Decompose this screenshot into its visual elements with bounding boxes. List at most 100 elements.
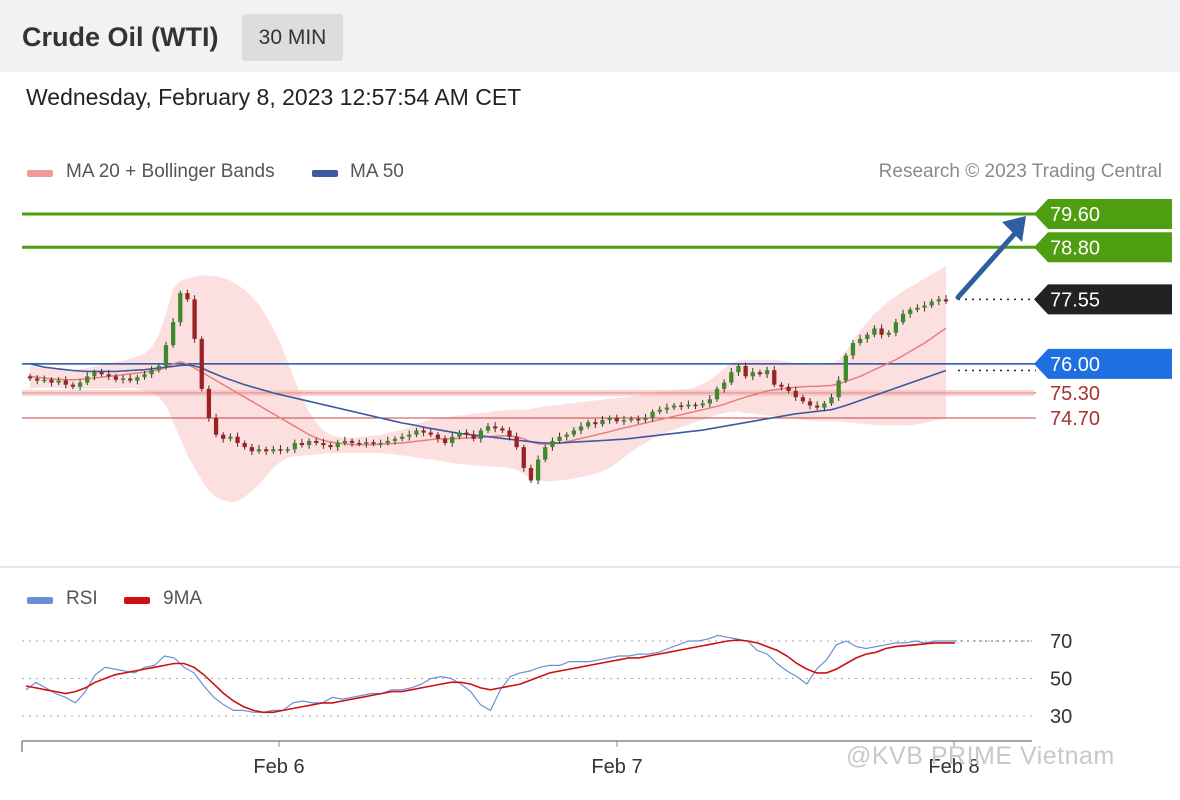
level-label-76.00: 76.00 <box>1034 348 1172 379</box>
level-labels: 79.60 78.80 77.55 76.00 75.30 74.70 <box>1034 199 1172 430</box>
candle-body <box>679 405 684 408</box>
candle-body <box>335 442 340 448</box>
candle-body <box>357 442 362 445</box>
candle-body <box>149 370 154 375</box>
candle-body <box>915 307 920 310</box>
candle-body <box>235 436 240 443</box>
candle-body <box>450 436 455 443</box>
bollinger-band-layer <box>30 266 946 503</box>
candle-body <box>156 365 161 371</box>
candle-body <box>893 322 899 333</box>
candle-body <box>321 442 326 446</box>
candle-body <box>493 426 498 429</box>
candle-body <box>49 379 54 383</box>
candle-body <box>378 442 383 445</box>
candle-body <box>664 407 670 410</box>
candle-body <box>865 334 870 339</box>
candle-body <box>650 411 655 418</box>
candle-body <box>815 405 820 408</box>
candle-body <box>213 418 219 435</box>
level-label-text: 79.60 <box>1050 204 1100 226</box>
candle-body <box>671 405 677 408</box>
candle-body <box>571 430 577 435</box>
rsi-legend-label: RSI <box>66 588 98 609</box>
candle-body <box>657 409 662 412</box>
candle-body <box>92 372 97 377</box>
candle-body <box>908 309 913 314</box>
candle-body <box>636 418 641 421</box>
candle-body <box>822 403 827 408</box>
candle-body <box>693 404 698 407</box>
candle-body <box>56 380 61 383</box>
candle-body <box>843 355 848 381</box>
support-zone <box>22 390 1034 397</box>
rsi-series-rsi-line <box>25 634 955 713</box>
candle-body <box>428 432 433 435</box>
candle-body <box>99 372 104 375</box>
time-axis: Feb 6 Feb 7 Feb 8 <box>21 740 1032 778</box>
level-label-box <box>1034 284 1172 315</box>
candle-body <box>793 390 798 398</box>
candle-body <box>729 372 734 383</box>
candle-body <box>264 449 269 452</box>
candle-body <box>879 328 884 335</box>
candle-body <box>414 430 419 435</box>
candle-body <box>371 442 376 444</box>
candle-body <box>829 397 834 404</box>
candle-body <box>521 447 526 468</box>
bollinger-legend-swatch <box>27 170 53 177</box>
candle-body <box>271 449 276 452</box>
candle-body <box>256 449 262 452</box>
candle-body <box>500 428 505 431</box>
timeframe-button[interactable]: 30 MIN <box>242 14 343 61</box>
candle-body <box>507 430 512 437</box>
watermark-text: @KVB PRIME Vietnam <box>846 742 1115 770</box>
candle-body <box>621 420 627 422</box>
level-label-text: 76.00 <box>1050 354 1100 376</box>
candle-body <box>63 380 68 385</box>
candle-body <box>299 442 305 446</box>
candle-body <box>342 440 348 443</box>
projection-arrow-head <box>1002 216 1026 242</box>
candle-body <box>128 378 133 381</box>
candle-body <box>364 442 369 444</box>
candle-body <box>686 404 691 407</box>
candle-body <box>106 374 111 377</box>
projection-arrow-layer <box>955 216 1026 300</box>
candle-body <box>163 345 169 366</box>
candle-body <box>306 440 312 446</box>
candle-body <box>242 442 247 448</box>
candle-body <box>528 467 534 481</box>
level-label-box <box>1034 232 1172 263</box>
candle-body <box>442 438 448 443</box>
candle-body <box>593 422 598 425</box>
candle-body <box>199 338 204 389</box>
candle-body <box>349 440 355 443</box>
level-label-box <box>1034 199 1172 229</box>
level-label-75.30: 75.30 <box>1050 383 1100 405</box>
candle-body <box>700 403 705 406</box>
candle-body <box>800 397 806 402</box>
candle-body <box>192 299 197 339</box>
candle-body <box>922 305 927 308</box>
candle-body <box>557 436 562 441</box>
candle-body <box>113 376 119 380</box>
candle-body <box>70 384 76 387</box>
candle-body <box>643 418 648 421</box>
candle-body <box>736 365 741 373</box>
candle-body <box>399 436 405 439</box>
candle-body <box>614 418 619 422</box>
candle-body <box>886 332 891 335</box>
rsi-series-9ma-line <box>25 639 955 714</box>
copyright-text: Research © 2023 Trading Central <box>878 161 1162 182</box>
ma50-line <box>29 363 947 444</box>
candle-body <box>750 372 755 377</box>
candle-body <box>757 372 763 375</box>
candle-body <box>385 440 390 443</box>
time-axis-label: Feb 8 <box>928 756 979 778</box>
candle-body <box>292 442 297 450</box>
level-label-78.80: 78.80 <box>1034 232 1172 263</box>
instrument-title: Crude Oil (WTI) <box>22 22 219 52</box>
candle-body <box>206 388 212 418</box>
